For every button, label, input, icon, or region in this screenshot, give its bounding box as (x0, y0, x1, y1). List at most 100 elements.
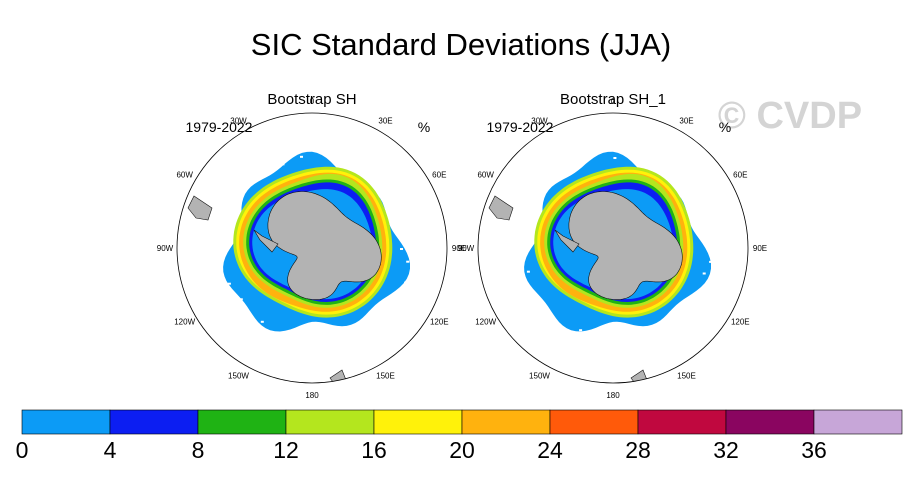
panel-units: % (418, 119, 430, 135)
field-speckle (702, 272, 706, 275)
map-boundary (477, 112, 749, 384)
field-speckle (288, 334, 292, 337)
colorbar-swatch (109, 409, 199, 435)
antarctica-landmass (267, 191, 382, 300)
field-speckle (526, 292, 530, 295)
colorbar-swatch (725, 409, 815, 435)
field-speckle (644, 163, 648, 166)
antarctic-peninsula (554, 229, 580, 253)
south-america-tip (187, 195, 213, 221)
field-speckle (338, 332, 342, 334)
field-speckle (709, 260, 713, 263)
panel-years: 1979-2022 (487, 119, 554, 135)
field-speckle (541, 192, 545, 195)
figure-title: SIC Standard Deviations (JJA) (251, 27, 671, 62)
colorbar-tick-label: 36 (801, 437, 827, 463)
field-speckle (396, 209, 400, 211)
field-speckle (393, 195, 397, 198)
colorbar-tick-label: 12 (273, 437, 299, 463)
field-speckle (300, 155, 303, 158)
panel-years: 1979-2022 (186, 119, 253, 135)
field-speckle (220, 231, 224, 234)
antarctica-landmass (568, 191, 683, 300)
longitude-label: 90W (157, 244, 174, 253)
longitude-label: 60W (176, 171, 193, 180)
field-speckle (565, 172, 569, 175)
field-speckle (253, 178, 257, 181)
field-speckle (239, 298, 243, 301)
field-speckle (395, 291, 399, 294)
field-speckle (227, 282, 231, 285)
field-speckle (281, 163, 285, 166)
map-panels: Bootstrap SH 1979-2022 % 0 30E 60E 90E 120E 150E… (157, 91, 767, 400)
colorbar-swatch (461, 409, 551, 435)
field-speckle (406, 260, 410, 263)
colorbar-swatch (549, 409, 639, 435)
longitude-label: 60E (733, 171, 747, 180)
field-speckle (400, 248, 403, 250)
field-speckle (676, 318, 680, 321)
field-speckle (405, 227, 409, 230)
field-speckle (521, 251, 525, 254)
field-speckle (539, 299, 543, 302)
longitude-label: 0 (611, 97, 616, 106)
longitude-label: 180 (606, 391, 620, 400)
field-speckle (613, 157, 617, 159)
field-speckle (663, 169, 667, 172)
south-america-tip (488, 195, 514, 221)
colorbar-tick-label: 4 (104, 437, 117, 463)
longitude-label: 0 (310, 97, 315, 106)
longitude-label: 120W (174, 318, 195, 327)
field-speckle (698, 292, 701, 295)
field-speckle (260, 320, 264, 323)
longitude-label: 150W (228, 371, 249, 380)
longitude-label: 120E (430, 318, 449, 327)
field-speckle (526, 220, 530, 223)
field-speckle (320, 152, 324, 155)
field-speckle (595, 342, 599, 345)
colorbar-swatch (813, 409, 903, 435)
field-speckle (359, 331, 363, 334)
field-speckle (553, 176, 557, 179)
longitude-label: 90E (452, 244, 466, 253)
colorbar-swatch (197, 409, 287, 435)
longitude-label: 150E (677, 371, 696, 380)
field-speckle (366, 318, 370, 321)
longitude-label: 90E (753, 244, 767, 253)
field-speckle (222, 251, 226, 254)
field-speckle (661, 333, 665, 335)
field-speckle (268, 164, 272, 167)
colorbar-swatch (373, 409, 463, 435)
colorbar: 0 4 8 12 16 20 24 28 32 36 (16, 409, 903, 463)
field-speckle (629, 343, 633, 346)
field-speckle (526, 270, 530, 273)
field-speckle (332, 158, 336, 161)
field-speckle (686, 192, 690, 195)
new-zealand-fragment (329, 369, 347, 383)
field-speckle (352, 162, 356, 164)
map-panel: Bootstrap SH 1979-2022 % 0 30E 60E 90E 120E 150E… (157, 91, 466, 400)
longitude-label: 90W (458, 244, 475, 253)
colorbar-tick-label: 28 (625, 437, 651, 463)
panel-title: Bootstrap SH (267, 91, 356, 108)
field-speckle (681, 180, 684, 183)
longitude-label: 30W (230, 117, 247, 126)
field-speckle (680, 304, 684, 307)
panel-title: Bootstrap SH_1 (560, 91, 666, 108)
colorbar-swatch (21, 409, 111, 435)
field-speckle (546, 320, 550, 322)
longitude-label: 60W (477, 171, 494, 180)
colorbar-swatch (285, 409, 375, 435)
field-speckle (699, 208, 703, 211)
colorbar-swatch (637, 409, 727, 435)
field-speckle (581, 161, 585, 164)
field-speckle (404, 281, 408, 284)
map-boundary (176, 112, 448, 384)
longitude-label: 30E (679, 117, 693, 126)
field-speckle (633, 156, 637, 159)
field-speckle (608, 336, 612, 339)
colorbar-tick-label: 20 (449, 437, 475, 463)
colorbar-tick-label: 24 (537, 437, 563, 463)
field-speckle (274, 337, 278, 340)
